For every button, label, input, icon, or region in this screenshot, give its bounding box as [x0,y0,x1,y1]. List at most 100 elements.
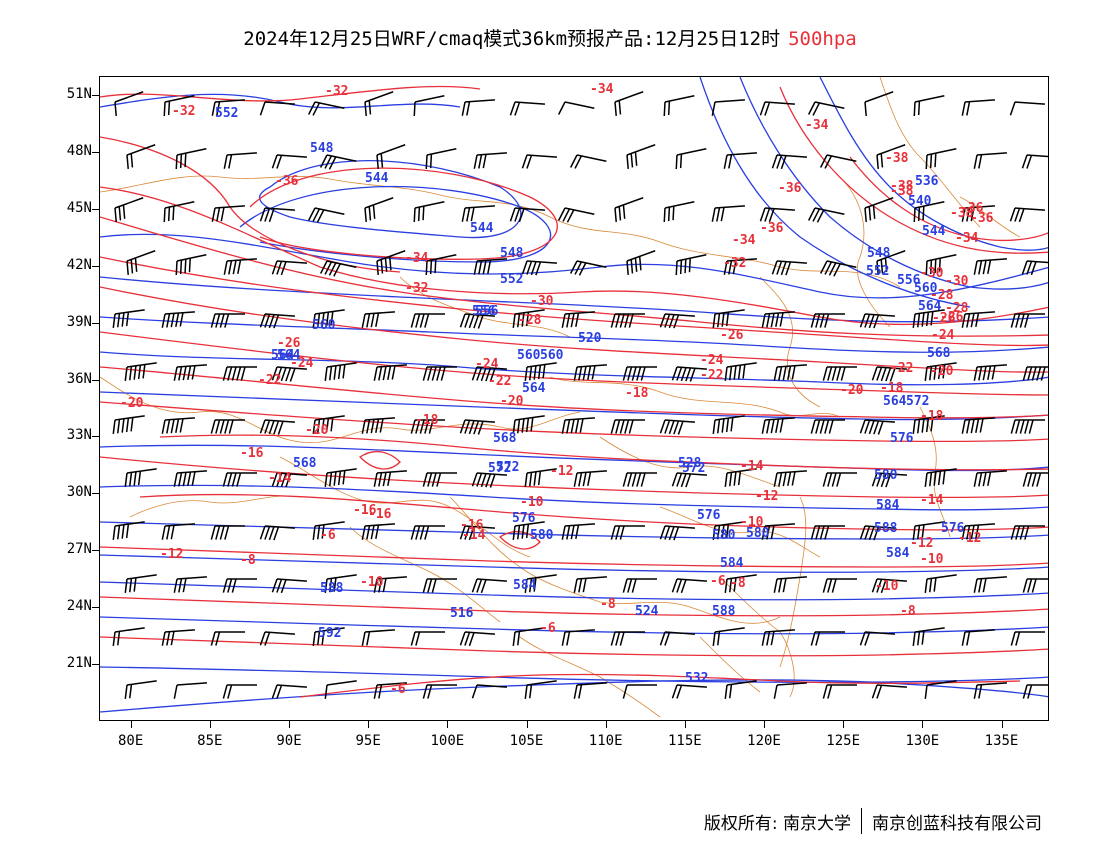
wind-barb-feather [307,207,316,221]
wind-barb-feather [922,206,925,221]
wind-barb-shaft [514,415,545,421]
height-contour-label: 568 [927,346,951,361]
wind-barb-feather [570,525,575,540]
temperature-label: -12 [550,464,573,479]
wind-barb-shaft [476,152,507,156]
wind-barb-feather [917,207,921,222]
wind-barb-feather [876,685,883,699]
wind-barb-feather [938,258,941,273]
lat-tick-mark [92,436,99,438]
wind-barb-feather [480,473,487,488]
wind-barb-feather [721,524,725,539]
wind-barb-shaft [626,250,656,262]
wind-barb-shaft [476,684,507,688]
wind-barb-feather [166,631,171,646]
wind-barb-feather [688,258,691,273]
wind-barb-feather [770,419,775,434]
wind-barb-feather [1028,419,1034,434]
wind-barb-feather [822,366,828,381]
wind-barb-feather [570,313,575,328]
wind-barb-shaft [514,521,545,527]
wind-barb-shaft [764,101,795,105]
wind-barb-shaft [376,470,407,474]
wind-barb-shaft [176,576,207,580]
wind-barb-feather [130,417,134,432]
wind-barb-feather [663,101,666,117]
height-contour-label: 564 [522,381,546,396]
wind-barb-feather [373,684,378,699]
wind-barb-feather [885,473,892,488]
border-line [719,576,795,698]
wind-barb-feather [372,204,376,219]
temperature-label: -16 [368,507,392,522]
wind-barb-shaft [664,95,695,103]
lat-tick-mark [92,265,99,267]
wind-barb-feather [264,526,271,540]
wind-barb-feather [163,207,166,223]
wind-barb-feather [619,313,625,328]
wind-barb-feather [778,366,783,381]
temperature-isotherm [100,456,1048,499]
wind-barb-feather [468,314,475,329]
temperature-label: -20 [305,423,329,438]
wind-barb-feather [224,419,230,434]
wind-barb-feather [917,313,921,328]
wind-barb-feather [630,259,634,274]
wind-barb-feather [179,260,183,275]
wind-barb-feather [1031,472,1037,487]
wind-barb-feather [219,313,225,328]
wind-barb-shaft [926,254,957,262]
temperature-label: -36 [778,181,802,196]
wind-barb-feather [285,367,292,382]
wind-barb-shaft [964,417,995,421]
wind-barb-feather [812,208,821,222]
wind-barb-shaft [1026,154,1048,158]
wind-barb-feather [868,206,872,221]
wind-barb-feather [464,420,471,434]
wind-barb-feather [529,684,533,699]
wind-barb-feather [526,261,533,275]
wind-barb-feather [273,526,280,541]
wind-barb-feather [929,154,933,169]
wind-barb-feather [431,472,437,487]
wind-barb-feather [271,472,278,487]
wind-barb-feather [859,631,866,646]
wind-barb-feather [831,366,837,381]
wind-barb-feather [970,207,975,222]
height-contour [258,160,522,239]
wind-barb-feather [759,101,766,116]
temperature-label: -30 [920,266,944,281]
wind-barb-feather [273,314,280,329]
temperature-isotherm [498,530,541,550]
wind-barb-feather [187,365,192,380]
wind-barb-feather [231,472,237,487]
wind-barb-feather [921,312,925,327]
wind-barb-shaft [764,417,795,421]
wind-barb-feather [775,418,780,433]
temperature-label: -14 [268,471,292,486]
wind-barb-feather [711,207,716,222]
wind-barb-feather [133,365,137,380]
wind-barb-feather [170,419,175,434]
wind-barb-feather [724,366,728,381]
wind-barb-feather [759,207,766,222]
wind-barb-feather [582,366,587,381]
wind-barb-feather [570,419,575,434]
lat-tick-mark [92,379,99,381]
wind-barb-shaft [126,468,157,474]
wind-barb-feather [913,101,916,117]
wind-barb-feather [929,472,933,487]
wind-barb-feather [464,526,471,540]
wind-barb-feather [1027,366,1033,381]
temperature-label: -6 [390,682,406,697]
wind-barb-feather [578,472,583,487]
wind-barb-feather [471,578,478,593]
wind-barb-feather [675,260,678,276]
wind-barb-feather [773,366,778,381]
height-contour-label: 556 [472,304,496,319]
wind-barb-shaft [464,419,495,423]
wind-barb-feather [729,684,733,699]
wind-barb-feather [161,525,166,540]
wind-barb-shaft [864,525,895,529]
wind-barb-feather [387,471,392,486]
